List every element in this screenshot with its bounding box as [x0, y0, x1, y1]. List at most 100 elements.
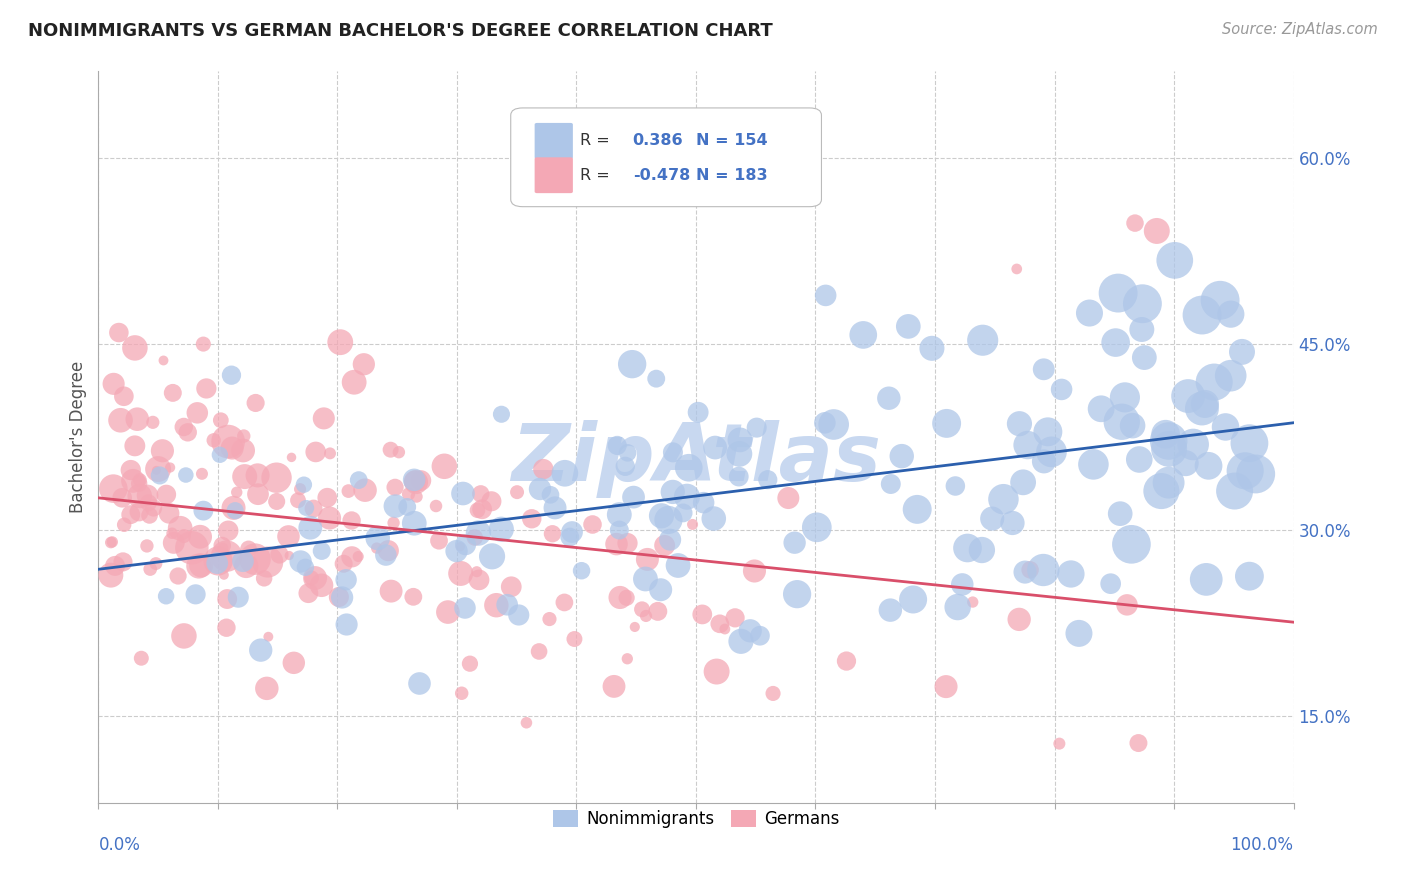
Point: [146, 462, 169, 476]
Point: [446, 544, 468, 558]
Point: [215, 549, 238, 563]
Text: Source: ZipAtlas.com: Source: ZipAtlas.com: [1222, 22, 1378, 37]
FancyBboxPatch shape: [510, 108, 821, 207]
Point: [437, 605, 460, 619]
Point: [103, 376, 125, 391]
Point: [756, 473, 779, 487]
Point: [467, 526, 489, 541]
Point: [650, 582, 672, 597]
Point: [1128, 452, 1150, 467]
Point: [343, 376, 366, 390]
Point: [329, 335, 352, 350]
Point: [159, 460, 181, 475]
Point: [745, 420, 768, 434]
Point: [706, 665, 728, 679]
Point: [1239, 436, 1261, 450]
Point: [962, 595, 984, 609]
Point: [405, 475, 427, 489]
Point: [672, 506, 695, 520]
Point: [451, 486, 474, 500]
Point: [1122, 418, 1144, 433]
Point: [142, 500, 165, 515]
Point: [631, 602, 654, 616]
Point: [623, 490, 645, 504]
Point: [1223, 484, 1246, 499]
Point: [921, 341, 943, 355]
Point: [762, 686, 785, 700]
Point: [224, 504, 246, 518]
Point: [382, 516, 405, 530]
Point: [508, 607, 530, 622]
Point: [377, 543, 399, 558]
Point: [496, 598, 519, 612]
Point: [650, 508, 672, 523]
Point: [1012, 475, 1035, 490]
Point: [1040, 445, 1063, 459]
Point: [405, 490, 427, 504]
Point: [128, 476, 150, 491]
Point: [616, 591, 638, 605]
Point: [1090, 401, 1112, 416]
Point: [1114, 390, 1136, 404]
Point: [1032, 362, 1054, 376]
Text: 0.0%: 0.0%: [98, 836, 141, 854]
Point: [1219, 368, 1241, 383]
Point: [901, 592, 924, 607]
Point: [1204, 375, 1226, 389]
Point: [124, 341, 146, 355]
Point: [112, 389, 135, 403]
Point: [152, 443, 174, 458]
Point: [704, 441, 727, 455]
Point: [981, 511, 1004, 525]
Text: -0.478: -0.478: [633, 168, 690, 183]
Point: [127, 412, 149, 426]
Point: [479, 494, 502, 508]
Point: [169, 521, 191, 535]
Point: [468, 573, 491, 587]
Point: [1195, 573, 1218, 587]
Point: [943, 479, 966, 493]
Point: [335, 573, 357, 587]
Point: [120, 508, 142, 522]
Point: [458, 657, 481, 671]
Point: [253, 571, 276, 585]
Point: [778, 491, 800, 505]
Point: [311, 578, 333, 592]
Point: [367, 531, 389, 545]
Point: [131, 651, 153, 665]
Text: R =: R =: [581, 133, 614, 148]
Text: 0.386: 0.386: [633, 133, 683, 148]
Text: N = 183: N = 183: [696, 168, 768, 183]
Point: [112, 517, 135, 532]
Text: N = 154: N = 154: [696, 133, 768, 148]
Point: [294, 560, 316, 574]
Point: [1157, 434, 1180, 448]
Point: [124, 439, 146, 453]
Point: [465, 565, 488, 579]
Point: [195, 381, 218, 395]
Point: [554, 467, 576, 481]
Point: [506, 485, 529, 500]
Point: [1109, 507, 1132, 521]
Point: [654, 538, 676, 552]
Point: [561, 524, 583, 539]
Point: [1083, 458, 1105, 472]
Point: [645, 372, 668, 386]
Point: [657, 513, 679, 527]
Point: [471, 502, 494, 516]
Point: [1032, 454, 1054, 468]
Point: [1008, 612, 1031, 626]
Point: [163, 536, 186, 550]
Point: [380, 584, 402, 599]
Point: [226, 591, 249, 605]
Point: [606, 438, 628, 452]
Point: [571, 564, 593, 578]
Point: [256, 681, 278, 696]
Point: [1019, 563, 1042, 577]
Point: [249, 643, 271, 657]
Point: [740, 624, 762, 638]
FancyBboxPatch shape: [534, 157, 572, 194]
Point: [101, 535, 124, 549]
Point: [1121, 537, 1143, 551]
Point: [190, 558, 212, 573]
